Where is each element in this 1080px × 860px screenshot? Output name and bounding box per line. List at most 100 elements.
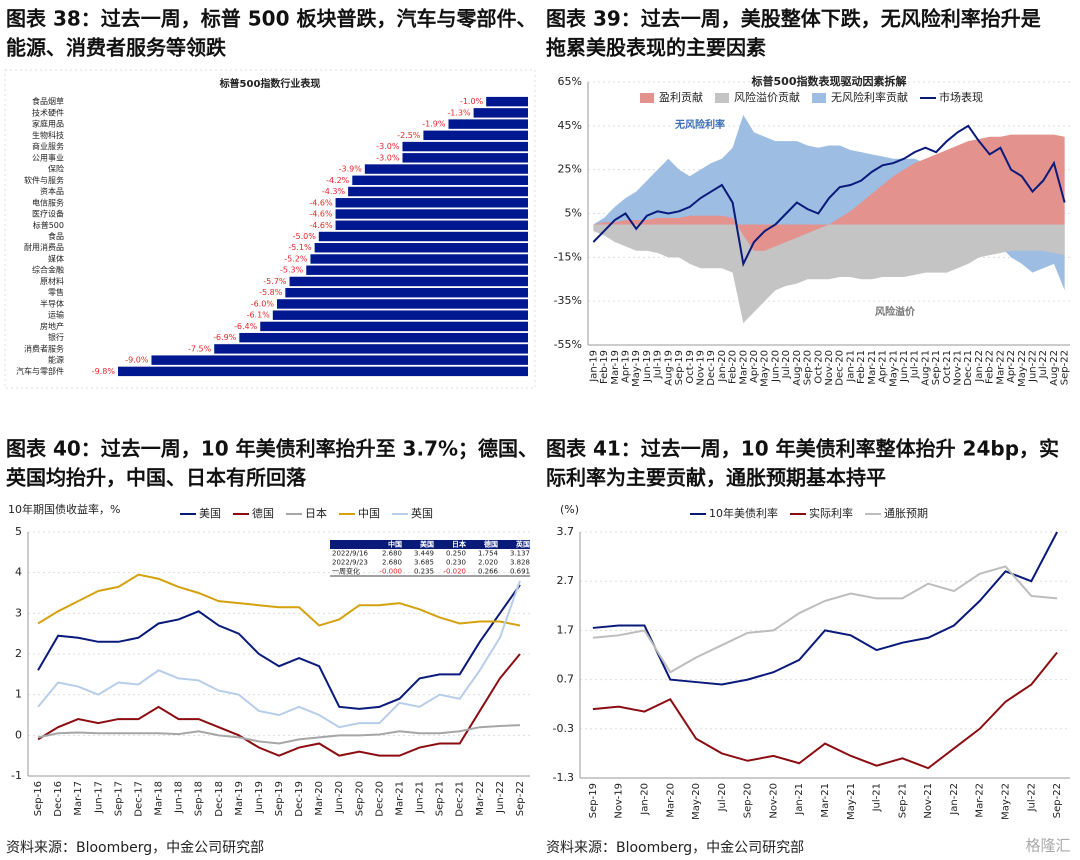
value-label: -4.3% (322, 187, 346, 196)
y-axis-label: (%) (560, 503, 579, 516)
table-header: 美国 (420, 540, 434, 549)
x-tick-label: Aug-19 (663, 350, 674, 386)
value-label: -5.8% (259, 288, 283, 297)
table-cell: -0.020 (443, 568, 466, 576)
legend-label: 德国 (252, 506, 274, 520)
x-tick-label: Aug-20 (792, 350, 803, 386)
category-label: 食品 (48, 231, 64, 241)
value-label: -6.4% (234, 322, 258, 331)
x-tick-label: Feb-20 (728, 350, 739, 384)
x-tick-label: Aug-22 (1049, 350, 1060, 386)
bar (272, 310, 528, 320)
x-tick-label: May-20 (760, 350, 771, 387)
line (37, 580, 521, 729)
table-row-label: 2022/9/16 (332, 550, 368, 558)
x-tick-label: Mar-22 (475, 781, 486, 816)
bar (423, 130, 528, 141)
legend-swatch (715, 93, 729, 103)
x-tick-label: Dec-16 (53, 781, 64, 817)
x-tick-label: Mar-19 (610, 350, 621, 385)
x-tick-label: Sep-16 (33, 781, 44, 816)
table-row-label: 一周变化 (332, 567, 360, 576)
category-label: 公用事业 (32, 152, 64, 162)
y-axis-label: 10年期国债收益率，% (8, 502, 120, 516)
table-cell: 3.137 (510, 550, 530, 558)
category-label: 综合金融 (32, 265, 64, 275)
y-tick-label: 3 (15, 606, 22, 619)
bar (335, 209, 528, 219)
category-label: 媒体 (48, 253, 64, 263)
x-tick-label: Nov-20 (824, 350, 835, 386)
x-tick-label: Nov-21 (923, 783, 934, 819)
x-tick-label: Sep-20 (354, 781, 365, 816)
annotation: 无风险利率 (674, 118, 725, 131)
bar (402, 153, 528, 163)
legend-label: 英国 (411, 506, 433, 520)
category-label: 汽车与零部件 (16, 366, 64, 376)
x-tick-label: Sep-21 (435, 781, 446, 816)
x-tick-label: Dec-19 (706, 350, 717, 386)
bar (314, 243, 528, 253)
legend-label: 市场表现 (939, 90, 983, 104)
x-tick-label: Sep-17 (113, 781, 124, 816)
value-label: -5.2% (284, 254, 308, 263)
bar (151, 355, 528, 365)
x-tick-label: Apr-21 (878, 350, 889, 383)
bar (473, 108, 528, 118)
table-cell: 0.250 (446, 550, 466, 558)
x-tick-label: Jul-19 (653, 350, 664, 379)
caption: 图表 39：过去一周，美股整体下跌，无风险利率抬升是 (546, 7, 1041, 31)
x-tick-label: Jun-22 (495, 781, 506, 814)
line (37, 584, 521, 710)
category-label: 耐用消费品 (24, 242, 64, 252)
legend-label: 盈利贡献 (659, 90, 703, 104)
bar (402, 141, 528, 152)
bar (306, 265, 528, 275)
legend-label: 中国 (358, 507, 380, 520)
table-header: 中国 (388, 540, 402, 549)
y-tick-label: 2.7 (557, 574, 575, 587)
bar (335, 220, 528, 230)
x-tick-label: Mar-19 (234, 781, 245, 816)
y-tick-label: -1 (11, 769, 22, 782)
table-cell: 2.020 (478, 559, 498, 567)
area (593, 114, 1065, 291)
table-row-label: 2022/9/23 (332, 559, 368, 567)
value-label: -6.9% (213, 333, 237, 342)
caption: 图表 41：过去一周，10 年美债利率整体抬升 24bp，实 (546, 437, 1059, 461)
value-label: -3.9% (339, 165, 363, 174)
table-cell: 3.828 (510, 559, 530, 567)
bar (118, 366, 528, 377)
table-cell: 0.691 (510, 568, 530, 576)
x-tick-label: Nov-19 (695, 350, 706, 386)
legend-label: 10年美债利率 (709, 506, 778, 520)
x-tick-label: Feb-22 (985, 350, 996, 384)
x-tick-label: Mar-20 (314, 781, 325, 816)
value-label: -5.1% (288, 243, 312, 252)
table-cell: 0.266 (478, 568, 499, 576)
value-label: -9.0% (125, 356, 149, 365)
x-tick-label: Jan-20 (639, 783, 650, 816)
watermark: 格隆汇 (1025, 837, 1070, 855)
y-tick-label: -35% (554, 294, 582, 307)
x-tick-label: Jan-21 (794, 783, 805, 816)
annotation: 风险溢价 (875, 305, 916, 318)
x-tick-label: Nov-19 (614, 783, 625, 819)
legend-label: 日本 (305, 506, 327, 520)
legend-label: 美国 (199, 507, 221, 520)
y-tick-label: 2 (15, 647, 22, 660)
category-label: 软件与服务 (24, 175, 64, 185)
category-label: 技术硬件 (32, 107, 64, 117)
legend-swatch (812, 93, 826, 103)
chart-frame (4, 69, 536, 389)
bar (260, 321, 528, 332)
y-tick-label: -15% (554, 250, 582, 263)
x-tick-label: Jul-21 (872, 783, 883, 812)
x-tick-label: May-20 (691, 783, 702, 820)
x-tick-label: Sep-22 (1052, 783, 1063, 818)
category-label: 运输 (48, 310, 64, 320)
x-tick-label: Sep-20 (803, 350, 814, 385)
table-header-bg (330, 540, 530, 549)
bar (448, 119, 528, 129)
